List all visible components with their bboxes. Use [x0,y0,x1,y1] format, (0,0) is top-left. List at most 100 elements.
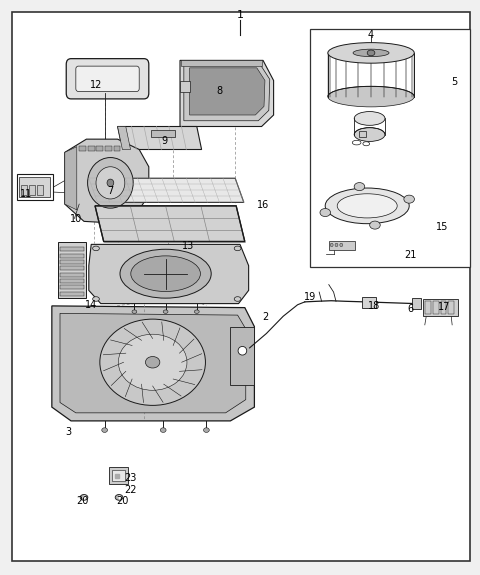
Bar [60,266,84,270]
Text: 16: 16 [257,200,269,210]
Text: 18: 18 [368,301,380,311]
Ellipse shape [93,297,99,301]
Bar [79,146,86,151]
Polygon shape [65,147,77,210]
Bar [425,301,431,314]
Text: 11: 11 [20,189,33,200]
Polygon shape [65,139,149,223]
Bar [21,185,27,195]
Bar [112,470,125,481]
Ellipse shape [88,158,133,208]
Ellipse shape [353,49,389,56]
Bar [362,297,376,308]
Ellipse shape [194,310,199,313]
Text: 15: 15 [436,222,448,232]
Ellipse shape [352,140,361,145]
Text: 6: 6 [407,304,413,314]
Polygon shape [95,206,245,242]
Ellipse shape [145,356,160,368]
Ellipse shape [100,319,205,405]
Text: 20: 20 [116,496,129,507]
Bar [433,301,439,314]
Ellipse shape [330,243,333,247]
Ellipse shape [131,256,200,292]
Ellipse shape [354,183,365,191]
Ellipse shape [93,246,99,251]
Ellipse shape [325,188,409,224]
Polygon shape [60,313,246,413]
Bar [60,279,84,283]
Ellipse shape [132,310,137,313]
Text: 3: 3 [66,427,72,438]
Polygon shape [89,178,244,202]
Ellipse shape [163,310,168,313]
Text: 9: 9 [161,136,168,147]
Text: 17: 17 [438,302,450,312]
Bar [310,29,470,267]
Polygon shape [118,126,202,150]
Text: 21: 21 [405,250,417,260]
Ellipse shape [107,179,114,186]
Ellipse shape [204,428,209,432]
Bar [58,242,86,298]
Bar [60,273,84,277]
Text: 10: 10 [70,213,82,224]
Bar [412,298,421,309]
Ellipse shape [328,86,414,107]
Ellipse shape [80,494,88,500]
Ellipse shape [335,243,338,247]
Bar [359,131,366,137]
Bar [105,146,112,151]
Text: 22: 22 [124,485,136,495]
Ellipse shape [234,297,241,301]
Polygon shape [89,244,249,304]
Ellipse shape [363,141,370,145]
Ellipse shape [115,494,123,500]
Polygon shape [423,299,458,316]
Bar [109,467,128,484]
Text: 20: 20 [76,496,88,507]
Text: 7: 7 [108,186,114,196]
Bar [88,146,95,151]
Ellipse shape [320,209,331,217]
Bar [441,301,446,314]
Ellipse shape [354,128,385,141]
Ellipse shape [370,221,380,229]
Bar [114,146,120,151]
Text: 12: 12 [90,80,102,90]
Ellipse shape [238,346,247,355]
Bar [60,254,84,258]
Polygon shape [190,68,265,115]
Ellipse shape [354,112,385,125]
Bar [17,174,53,200]
Polygon shape [180,81,190,92]
Polygon shape [184,64,270,121]
Polygon shape [52,306,254,421]
Ellipse shape [118,334,187,390]
Bar [151,130,175,137]
Ellipse shape [404,195,414,203]
Ellipse shape [328,43,414,63]
Polygon shape [181,60,262,66]
Bar [60,260,84,264]
Text: 5: 5 [451,77,457,87]
FancyBboxPatch shape [76,66,139,91]
Ellipse shape [160,428,166,432]
Ellipse shape [234,246,241,251]
Bar [96,146,103,151]
Polygon shape [118,126,131,150]
Ellipse shape [340,243,343,247]
Bar [60,285,84,289]
Polygon shape [230,327,254,385]
Ellipse shape [102,428,108,432]
Bar [448,301,454,314]
Bar [60,247,84,251]
Text: 4: 4 [368,29,374,40]
Polygon shape [180,60,274,126]
Ellipse shape [120,250,211,298]
Ellipse shape [367,50,375,56]
Text: 14: 14 [84,300,97,310]
Bar [29,185,35,195]
Ellipse shape [96,167,125,199]
Bar [37,185,43,195]
